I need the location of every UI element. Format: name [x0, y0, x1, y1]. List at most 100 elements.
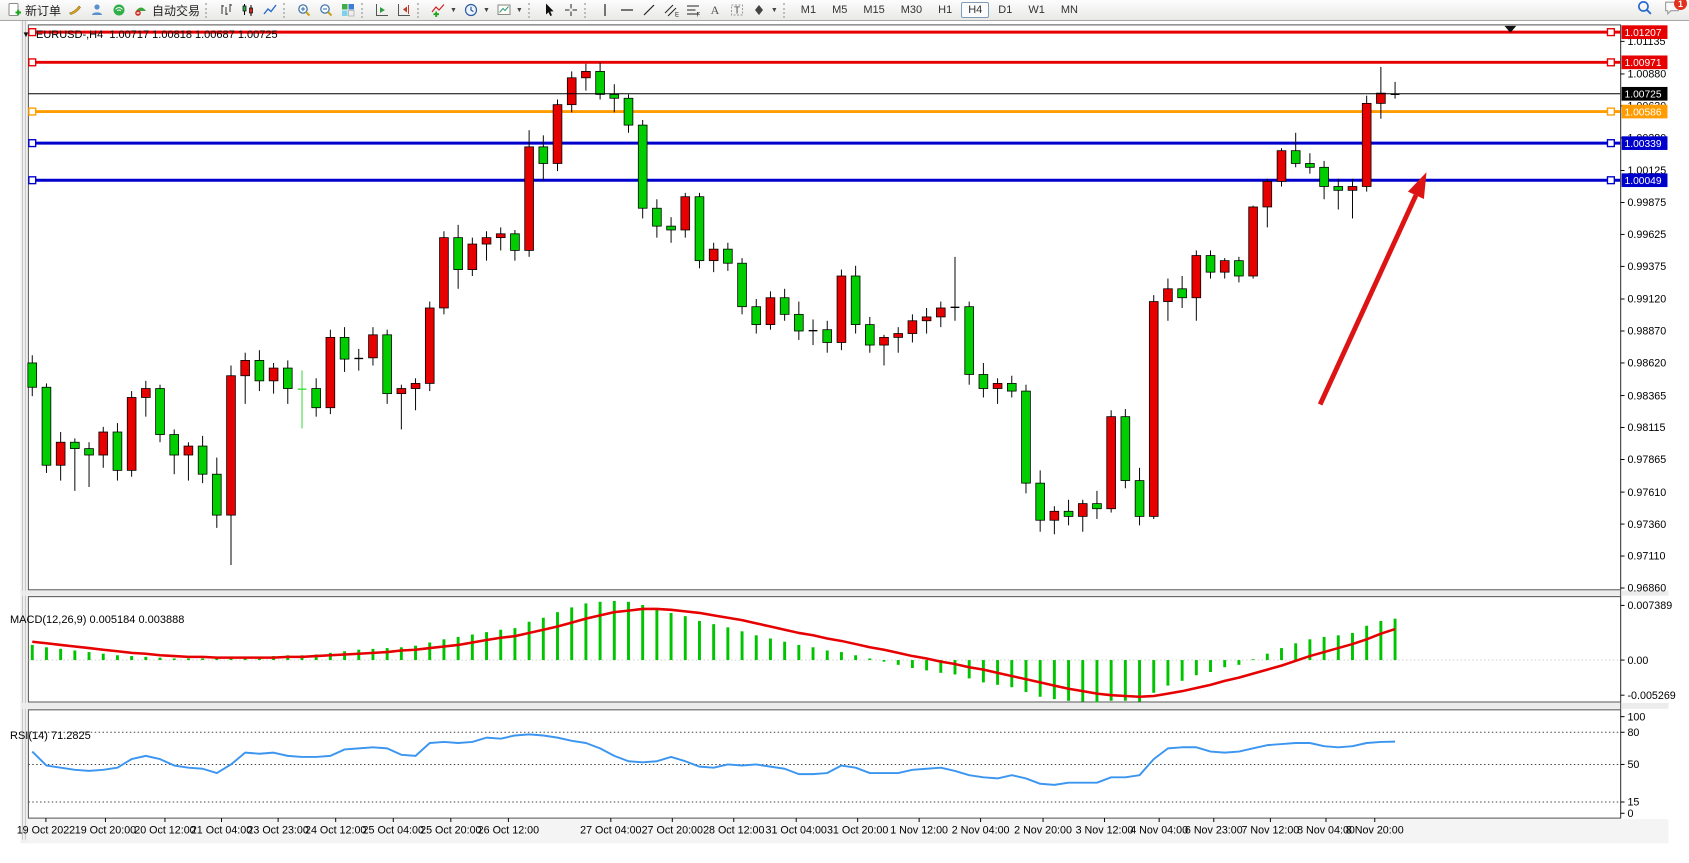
candle[interactable]	[1219, 258, 1230, 279]
candle[interactable]	[410, 378, 421, 411]
fibonacci-button[interactable]: F	[682, 1, 704, 20]
candle[interactable]	[1063, 499, 1074, 526]
horizontal-line-button[interactable]	[616, 1, 638, 20]
arrows-button[interactable]: ▼	[748, 1, 781, 20]
candle[interactable]	[524, 130, 534, 257]
timeframe-mn[interactable]: MN	[1060, 4, 1078, 16]
candle[interactable]	[921, 307, 932, 334]
text-button[interactable]: A	[704, 1, 726, 20]
panel-splitter[interactable]	[20, 590, 1669, 596]
candle[interactable]	[1290, 132, 1301, 168]
candle[interactable]	[1361, 95, 1372, 192]
candle[interactable]	[212, 457, 222, 528]
candle[interactable]	[808, 319, 818, 346]
candle[interactable]	[1106, 410, 1116, 513]
channel-button[interactable]: E	[660, 1, 682, 20]
periods-button[interactable]: ▼	[460, 1, 493, 20]
candlestick-series[interactable]	[27, 62, 1400, 565]
candle[interactable]	[226, 365, 236, 565]
timeframe-w1[interactable]: W1	[1028, 4, 1045, 16]
candle[interactable]	[55, 432, 66, 481]
candle[interactable]	[240, 352, 250, 404]
bar-chart-button[interactable]	[215, 1, 237, 20]
new-order-button[interactable]: 新订单	[3, 1, 64, 20]
templates-button[interactable]: ▼	[493, 1, 526, 20]
candle[interactable]	[495, 227, 506, 251]
candle[interactable]	[1077, 499, 1088, 532]
candle[interactable]	[751, 299, 762, 334]
candle[interactable]	[155, 384, 165, 443]
candle[interactable]	[1035, 470, 1045, 532]
line-handle[interactable]	[1606, 107, 1615, 116]
candle[interactable]	[1262, 178, 1273, 228]
candle[interactable]	[1248, 205, 1258, 279]
timeframe-h1[interactable]: H1	[938, 4, 953, 16]
auto-trading-button[interactable]: 自动交易	[130, 1, 203, 20]
line-handle[interactable]	[1606, 139, 1615, 148]
candle[interactable]	[1319, 160, 1329, 200]
candle[interactable]	[339, 327, 350, 372]
candle[interactable]	[84, 442, 94, 487]
line-handle[interactable]	[1606, 58, 1615, 67]
search-icon[interactable]	[1636, 0, 1653, 21]
macd-panel[interactable]	[27, 596, 1622, 703]
timeframe-d1[interactable]: D1	[998, 4, 1013, 16]
auto-scroll-button[interactable]	[371, 1, 393, 20]
tile-windows-button[interactable]	[337, 1, 359, 20]
candle[interactable]	[439, 231, 449, 315]
main-panel[interactable]	[27, 24, 1622, 591]
line-handle[interactable]	[28, 176, 37, 185]
line-handle[interactable]	[28, 107, 37, 116]
candle[interactable]	[765, 291, 776, 330]
candle[interactable]	[964, 301, 974, 385]
candle[interactable]	[1305, 153, 1315, 174]
candle[interactable]	[396, 384, 407, 430]
candle[interactable]	[1191, 250, 1202, 321]
candle[interactable]	[566, 71, 577, 113]
line-chart-button[interactable]	[259, 1, 281, 20]
candle[interactable]	[1134, 467, 1145, 526]
cursor-button[interactable]	[538, 1, 560, 20]
candle[interactable]	[666, 217, 676, 243]
candle[interactable]	[623, 94, 634, 133]
candle[interactable]	[950, 256, 960, 321]
candle[interactable]	[354, 348, 364, 371]
candle[interactable]	[637, 119, 648, 219]
candle[interactable]	[538, 135, 549, 181]
candle[interactable]	[1148, 295, 1159, 519]
timeframe-h4[interactable]: H4	[961, 2, 990, 18]
timeframe-m1[interactable]: M1	[800, 4, 817, 16]
candle[interactable]	[737, 258, 747, 315]
chart-shift-marker[interactable]	[1504, 25, 1517, 33]
candle[interactable]	[126, 391, 137, 477]
candle[interactable]	[1092, 490, 1102, 519]
candle[interactable]	[27, 355, 38, 397]
candle[interactable]	[1376, 66, 1386, 119]
candle[interactable]	[723, 242, 733, 271]
indicators-button[interactable]: ▼	[427, 1, 460, 20]
candle[interactable]	[112, 423, 123, 481]
candle[interactable]	[283, 360, 293, 404]
profile-button[interactable]	[86, 1, 108, 20]
candle[interactable]	[907, 314, 918, 343]
chat-button[interactable]: 1	[1663, 0, 1687, 21]
candle[interactable]	[779, 288, 790, 321]
candle[interactable]	[70, 438, 80, 491]
timeframe-m5[interactable]: M5	[832, 4, 848, 16]
candle[interactable]	[936, 301, 946, 328]
zoom-in-button[interactable]	[293, 1, 315, 20]
candle[interactable]	[424, 301, 435, 392]
signals-button[interactable]	[108, 1, 130, 20]
candle[interactable]	[1276, 148, 1287, 187]
candle[interactable]	[1049, 506, 1060, 535]
candle[interactable]	[41, 383, 52, 473]
chart-window[interactable]: 1.011351.008801.006301.003801.001250.998…	[0, 21, 1689, 863]
candle[interactable]	[581, 63, 591, 91]
candle[interactable]	[98, 426, 109, 468]
candle[interactable]	[978, 362, 989, 398]
arrow-annotation-head[interactable]	[1407, 172, 1427, 199]
text-label-button[interactable]: T	[726, 1, 748, 20]
candle[interactable]	[311, 378, 321, 417]
candle[interactable]	[1021, 384, 1031, 494]
candle[interactable]	[1177, 275, 1187, 308]
